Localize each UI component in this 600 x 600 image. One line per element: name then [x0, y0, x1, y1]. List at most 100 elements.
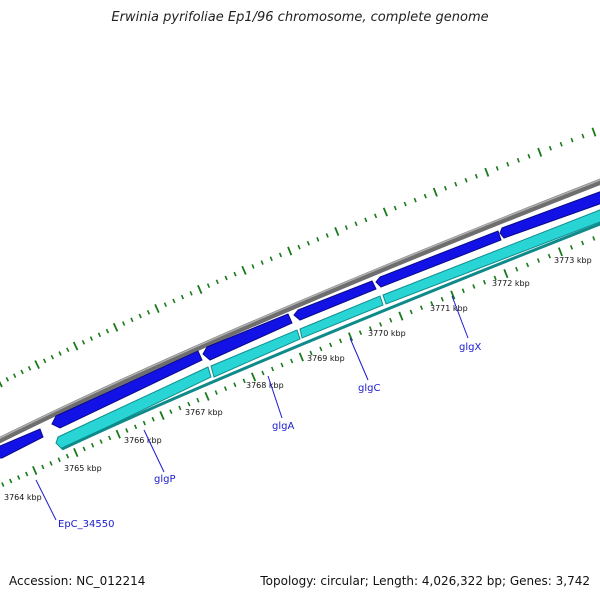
minor-tick [130, 317, 134, 323]
minor-tick [338, 338, 343, 344]
forward-cds[interactable] [375, 230, 502, 288]
kbp-label: 3768 kbp [246, 381, 284, 390]
minor-tick [99, 439, 103, 444]
reverse-cds[interactable] [55, 366, 212, 450]
minor-tick [41, 464, 45, 470]
minor-tick [379, 322, 383, 327]
minor-tick [233, 271, 237, 277]
minor-tick [90, 442, 95, 448]
major-tick [250, 372, 257, 382]
gene-label-glga[interactable]: glgA [272, 421, 294, 432]
gene-label-glgx[interactable]: glgX [459, 342, 481, 353]
minor-tick [280, 362, 284, 368]
minor-tick [413, 197, 417, 203]
major-tick [115, 429, 121, 439]
kbp-label: 3770 kbp [368, 329, 406, 338]
forward-cds[interactable] [51, 350, 203, 429]
minor-tick [290, 358, 294, 364]
minor-tick [354, 221, 358, 227]
kbp-label: 3773 kbp [554, 256, 592, 265]
minor-tick [373, 213, 378, 219]
minor-tick [105, 328, 110, 334]
minor-tick [17, 475, 21, 480]
kbp-label: 3766 kbp [124, 436, 162, 445]
minor-tick [430, 301, 434, 306]
major-tick [32, 465, 38, 475]
minor-tick [172, 298, 176, 304]
reverse-cds[interactable] [382, 208, 600, 305]
major-tick [503, 269, 509, 279]
minor-tick [527, 153, 531, 159]
minor-tick [58, 351, 62, 356]
major-tick [334, 227, 340, 237]
minor-tick [306, 240, 310, 246]
kbp-label: 3771 kbp [430, 304, 468, 313]
major-tick [450, 290, 456, 300]
major-tick [154, 304, 160, 313]
major-tick [159, 411, 165, 420]
minor-tick [146, 309, 151, 315]
minor-tick [189, 290, 193, 296]
minor-tick [482, 279, 487, 285]
forward-cds[interactable] [202, 313, 293, 361]
minor-tick [178, 405, 182, 411]
genome-summary-label: Topology: circular; Length: 4,026,322 bp… [260, 574, 590, 588]
major-tick [112, 322, 119, 332]
minor-tick [270, 366, 275, 372]
minor-tick [25, 471, 29, 477]
minor-tick [581, 240, 585, 246]
minor-tick [464, 177, 468, 183]
inner-tick-ring [1, 236, 596, 487]
major-tick [347, 332, 354, 342]
minor-tick [82, 446, 86, 452]
kbp-label: 3764 kbp [4, 493, 42, 502]
minor-tick [581, 133, 585, 139]
minor-tick [163, 302, 168, 308]
minor-tick [27, 365, 32, 371]
minor-tick [409, 309, 413, 315]
reverse-cds[interactable] [299, 295, 384, 339]
minor-tick [65, 453, 70, 459]
minor-tick [42, 358, 47, 364]
major-tick [0, 380, 3, 388]
minor-tick [515, 266, 519, 272]
reverse-strand-shadow [61, 222, 600, 451]
minor-tick [133, 424, 138, 430]
minor-tick [506, 161, 510, 167]
major-tick [484, 167, 490, 177]
kbp-label: 3772 kbp [492, 279, 530, 288]
minor-tick [66, 347, 70, 353]
forward-cds[interactable] [499, 190, 600, 239]
minor-tick [233, 382, 237, 388]
minor-tick [325, 233, 329, 238]
kbp-label: 3767 kbp [185, 408, 223, 417]
gene-label-glgc[interactable]: glgC [358, 383, 380, 394]
forward-strand-genes [0, 190, 600, 459]
minor-tick [548, 145, 552, 151]
outer-tick-ring [0, 127, 597, 388]
minor-tick [316, 237, 320, 242]
major-tick [34, 360, 40, 369]
gene-leader-line [451, 295, 469, 339]
minor-tick [319, 346, 323, 352]
minor-tick [423, 193, 427, 199]
forward-cds[interactable] [293, 280, 377, 321]
minor-tick [454, 181, 458, 187]
minor-tick [180, 294, 185, 300]
forward-cds[interactable] [0, 428, 44, 459]
minor-tick [536, 258, 541, 263]
reverse-cds[interactable] [210, 329, 301, 378]
minor-tick [309, 350, 313, 356]
major-tick [73, 448, 79, 458]
minor-tick [251, 264, 255, 269]
minor-tick [49, 460, 53, 466]
gene-label-epc-34550[interactable]: EpC_34550 [58, 519, 114, 530]
gene-label-glgp[interactable]: glgP [154, 474, 176, 485]
major-tick [298, 352, 304, 362]
minor-tick [108, 435, 112, 441]
minor-tick [297, 244, 301, 250]
minor-tick [329, 342, 333, 348]
major-tick [287, 246, 293, 256]
gene-leader-line [267, 375, 283, 419]
minor-tick [125, 428, 129, 433]
